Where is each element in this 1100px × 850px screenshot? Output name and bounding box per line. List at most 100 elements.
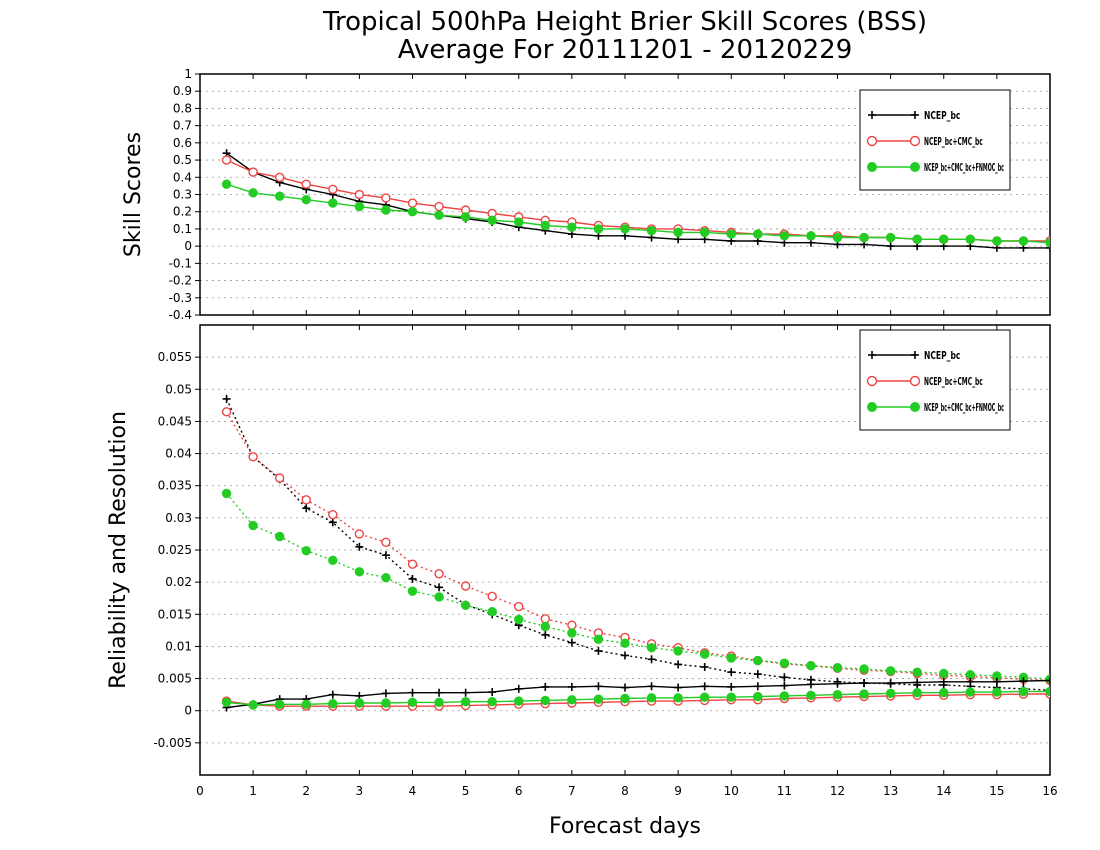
data-point-filled-circle [992,687,1002,697]
data-point-filled-circle [992,236,1002,246]
data-point-filled-circle [221,179,232,189]
data-point-filled-circle [646,643,657,653]
plot-frame [199,324,1051,776]
data-point-open-circle [221,407,232,417]
data-point-filled-circle [434,697,444,708]
y-tick-label: 0.7 [173,119,192,133]
data-point-filled-circle [965,234,976,244]
data-point-open-circle [301,179,311,189]
data-point-open-circle [540,614,551,624]
data-point-filled-circle [328,555,338,565]
series-group [221,149,1050,252]
data-point-filled-circle [328,198,338,208]
y-axis-label: Skill Scores [121,132,146,257]
data-point-plus [780,681,789,690]
data-point-plus [594,682,603,691]
data-point-filled-circle [460,697,471,707]
legend-marker [867,162,877,172]
data-point-filled-circle [248,700,258,710]
data-point-plus [514,684,523,693]
data-point-filled-circle [753,655,763,666]
data-point-open-circle [248,167,258,177]
y-tick-label: 0.9 [173,84,192,98]
data-point-plus [461,688,470,697]
data-point-plus [408,688,417,697]
data-point-filled-circle [514,614,524,625]
data-point-filled-circle [487,215,497,226]
data-point-filled-circle [726,692,736,702]
y-tick-label: 0.8 [173,101,192,115]
series-line [226,679,1050,709]
data-point-open-circle [514,601,524,612]
x-tick-label: 14 [936,784,951,798]
x-tick-label: 16 [1042,784,1057,798]
data-point-filled-circle [460,600,471,610]
legend-marker [909,375,921,387]
data-point-open-circle [274,172,285,182]
data-point-plus [355,542,364,551]
data-point-plus [647,655,656,664]
chart-title: Tropical 500hPa Height Brier Skill Score… [322,7,927,37]
data-point-filled-circle [646,693,657,703]
data-point-plus [727,668,736,677]
data-point-filled-circle [620,638,630,648]
data-point-filled-circle [832,662,843,673]
data-point-filled-circle [593,634,604,645]
data-point-filled-circle [646,225,657,236]
data-point-plus [886,242,895,251]
data-point-filled-circle [540,621,551,632]
y-tick-label: -0.005 [153,736,192,750]
data-point-filled-circle [859,232,869,243]
data-point-plus [567,638,576,647]
data-point-open-circle [434,201,444,212]
y-tick-label: 0 [184,239,192,253]
data-point-filled-circle [1045,686,1050,697]
y-tick-label: -0.4 [169,308,192,322]
y-tick-label: 0.2 [173,205,192,219]
data-point-plus [860,679,869,688]
data-point-filled-circle [699,649,710,659]
x-tick-label: 2 [302,784,310,798]
data-point-plus [567,682,576,691]
data-point-plus [302,504,311,513]
legend-label: NCEP_bc [924,109,960,122]
data-point-open-circle [434,569,444,579]
data-point-open-circle [487,591,497,601]
data-point-filled-circle [301,699,311,709]
data-point-plus [913,678,922,687]
data-point-plus [621,683,629,692]
legend-label: NCEP_bc+CMC_bc [924,135,983,148]
x-tick-label: 0 [196,784,204,798]
data-point-filled-circle [699,227,710,238]
data-point-filled-circle [1018,686,1029,697]
data-point-filled-circle [407,207,418,217]
data-point-filled-circle [859,664,869,674]
data-point-filled-circle [673,646,683,656]
data-point-filled-circle [381,572,391,583]
data-point-filled-circle [965,670,976,680]
y-tick-label: 0.05 [165,382,192,396]
legend-marker [910,402,920,412]
data-point-filled-circle [912,688,922,698]
data-point-plus [939,677,948,686]
y-tick-label: 0.04 [165,447,192,461]
data-point-filled-circle [381,698,391,708]
data-point-plus [780,673,789,682]
x-axis-label: Forecast days [549,814,701,839]
legend-marker [866,135,878,147]
data-point-filled-circle [540,220,551,231]
legend-label: NCEP_bc+CMC_bc+FNMOC_bc [924,161,1004,174]
y-tick-label: 0.1 [173,222,192,236]
data-point-filled-circle [699,692,710,702]
data-point-plus [1046,243,1050,252]
data-point-filled-circle [726,229,736,239]
data-point-filled-circle [1045,674,1050,684]
data-point-plus [833,679,842,688]
data-point-filled-circle [912,234,922,244]
x-tick-label: 13 [883,784,898,798]
data-point-open-circle [221,155,232,165]
data-point-open-circle [407,198,418,208]
series-line [226,492,1050,680]
skill-scores-panel: -0.4 -0.3 -0.2 -0.1 0 0.1 0.2 0.3 0.4 0.5 0.6 0.7 0.… [121,67,1051,322]
